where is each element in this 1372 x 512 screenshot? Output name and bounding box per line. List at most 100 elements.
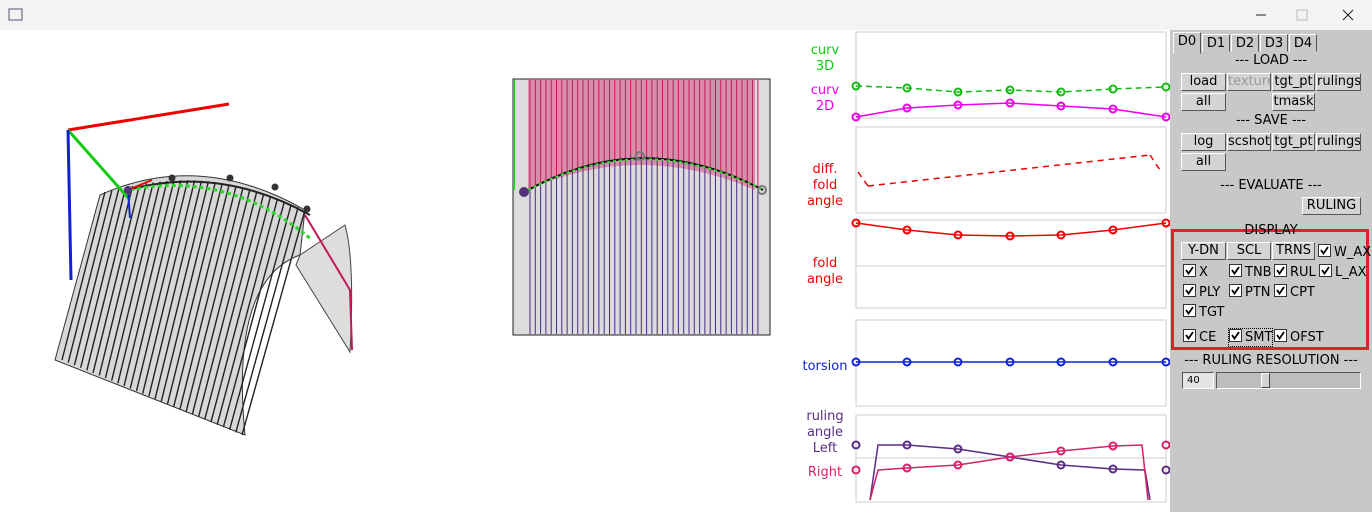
graph-label: angle — [806, 194, 844, 209]
button[interactable]: rulings — [1316, 73, 1361, 91]
slider-track[interactable] — [1216, 372, 1361, 389]
tangent-2d — [522, 158, 764, 194]
button[interactable]: all — [1181, 93, 1226, 111]
checkbox-box[interactable] — [1229, 284, 1242, 297]
control-point — [271, 183, 279, 191]
button[interactable]: all — [1181, 153, 1226, 171]
checkbox[interactable]: TNB — [1229, 264, 1272, 281]
control-point — [519, 187, 529, 197]
checkbox-box[interactable] — [1319, 264, 1332, 277]
slider-thumb[interactable] — [1261, 373, 1270, 388]
ruling-line — [67, 190, 113, 363]
graph-point — [1108, 357, 1118, 367]
button[interactable]: TRNS — [1272, 242, 1315, 260]
button[interactable]: log — [1181, 133, 1226, 151]
tab[interactable]: D4 — [1289, 34, 1317, 52]
button: texture — [1227, 73, 1271, 91]
check-mark — [1321, 266, 1330, 276]
graph-point — [953, 230, 963, 240]
checkbox-label: OFST — [1290, 330, 1324, 345]
button[interactable]: tmask — [1272, 93, 1315, 111]
button[interactable]: rulings — [1316, 133, 1361, 151]
check-path — [1185, 306, 1194, 316]
ruling-line — [98, 183, 148, 376]
button[interactable]: scshot — [1227, 133, 1271, 151]
graph-label: 2D — [815, 99, 835, 114]
maximize-icon[interactable] — [1296, 9, 1308, 21]
tangent-curve — [129, 184, 313, 242]
graph-point — [1161, 357, 1170, 367]
checkbox-box[interactable] — [1183, 284, 1196, 297]
checkbox[interactable]: PTN — [1229, 284, 1271, 301]
tab[interactable]: D1 — [1202, 34, 1230, 52]
checkbox[interactable]: CE — [1183, 329, 1216, 346]
close-icon[interactable] — [1342, 9, 1354, 21]
graph-point — [1056, 446, 1066, 456]
ruling-line — [191, 189, 251, 415]
section-title: --- EVALUATE --- — [1220, 178, 1322, 193]
ruling-line — [235, 207, 299, 433]
section-title: --- RULING RESOLUTION --- — [1184, 353, 1358, 368]
highlight-box — [1171, 229, 1369, 350]
button[interactable]: Y-DN — [1181, 242, 1226, 260]
button[interactable]: load — [1181, 73, 1226, 91]
checkbox-box[interactable] — [1183, 264, 1196, 277]
checkbox-box[interactable] — [1229, 329, 1242, 342]
button[interactable]: tgt_pt — [1272, 133, 1315, 151]
graph-point — [1108, 441, 1118, 451]
graph-point — [902, 357, 912, 367]
checkbox[interactable]: RUL — [1274, 264, 1316, 281]
button[interactable]: RULING — [1302, 197, 1361, 215]
graph-point — [851, 218, 861, 228]
curv2d-line — [855, 102, 1167, 118]
graphs — [851, 31, 1170, 503]
checkbox-box[interactable] — [1229, 264, 1242, 277]
graph-label: torsion — [802, 359, 848, 374]
tab[interactable]: D2 — [1231, 34, 1259, 52]
checkbox[interactable]: CPT — [1274, 284, 1315, 301]
graph-point — [953, 87, 963, 97]
checkbox-box[interactable] — [1318, 244, 1331, 257]
check-path — [1231, 331, 1240, 341]
crease-curve — [127, 180, 311, 216]
checkbox[interactable]: L_AX — [1319, 264, 1367, 281]
section-title: --- LOAD --- — [1234, 53, 1308, 68]
ruling-line — [179, 185, 237, 410]
checkbox-box[interactable] — [1274, 329, 1287, 342]
checkbox-label: PTN — [1245, 285, 1271, 300]
checkbox-label: W_AX — [1334, 245, 1372, 260]
app-icon — [8, 8, 23, 21]
control-point — [303, 205, 311, 213]
check-mark — [1231, 286, 1240, 296]
checkbox[interactable]: SMT — [1227, 328, 1274, 347]
button[interactable]: tgt_pt — [1272, 73, 1315, 91]
ruling-line — [123, 180, 175, 387]
slider-value: 40 — [1182, 372, 1214, 389]
ruling-line — [117, 180, 168, 384]
graph-frame — [855, 31, 1167, 119]
graph-point — [1005, 231, 1015, 241]
checkbox[interactable]: X — [1183, 264, 1208, 281]
surface-flap — [295, 224, 353, 354]
checkbox-box[interactable] — [1183, 304, 1196, 317]
checkbox[interactable]: W_AX — [1318, 244, 1371, 261]
checkbox-box[interactable] — [1274, 264, 1287, 277]
graph-point — [902, 83, 912, 93]
checkbox[interactable]: TGT — [1183, 304, 1225, 321]
ruling-line — [222, 201, 285, 428]
checkbox-label: RUL — [1290, 265, 1316, 280]
checkbox[interactable]: OFST — [1274, 329, 1324, 346]
tab[interactable]: D0 — [1173, 32, 1201, 54]
checkbox[interactable]: PLY — [1183, 284, 1220, 301]
checkbox-label: L_AX — [1335, 265, 1367, 280]
button[interactable]: SCL — [1227, 242, 1271, 260]
ruling-line — [154, 181, 210, 399]
graph-point — [1056, 460, 1066, 470]
checkbox-box[interactable] — [1183, 329, 1196, 342]
ruling-line — [241, 209, 306, 436]
graph-label: Right — [807, 465, 843, 480]
graph-point — [851, 465, 861, 475]
graph-point — [1005, 357, 1015, 367]
checkbox-box[interactable] — [1274, 284, 1287, 297]
tab[interactable]: D3 — [1260, 34, 1288, 52]
